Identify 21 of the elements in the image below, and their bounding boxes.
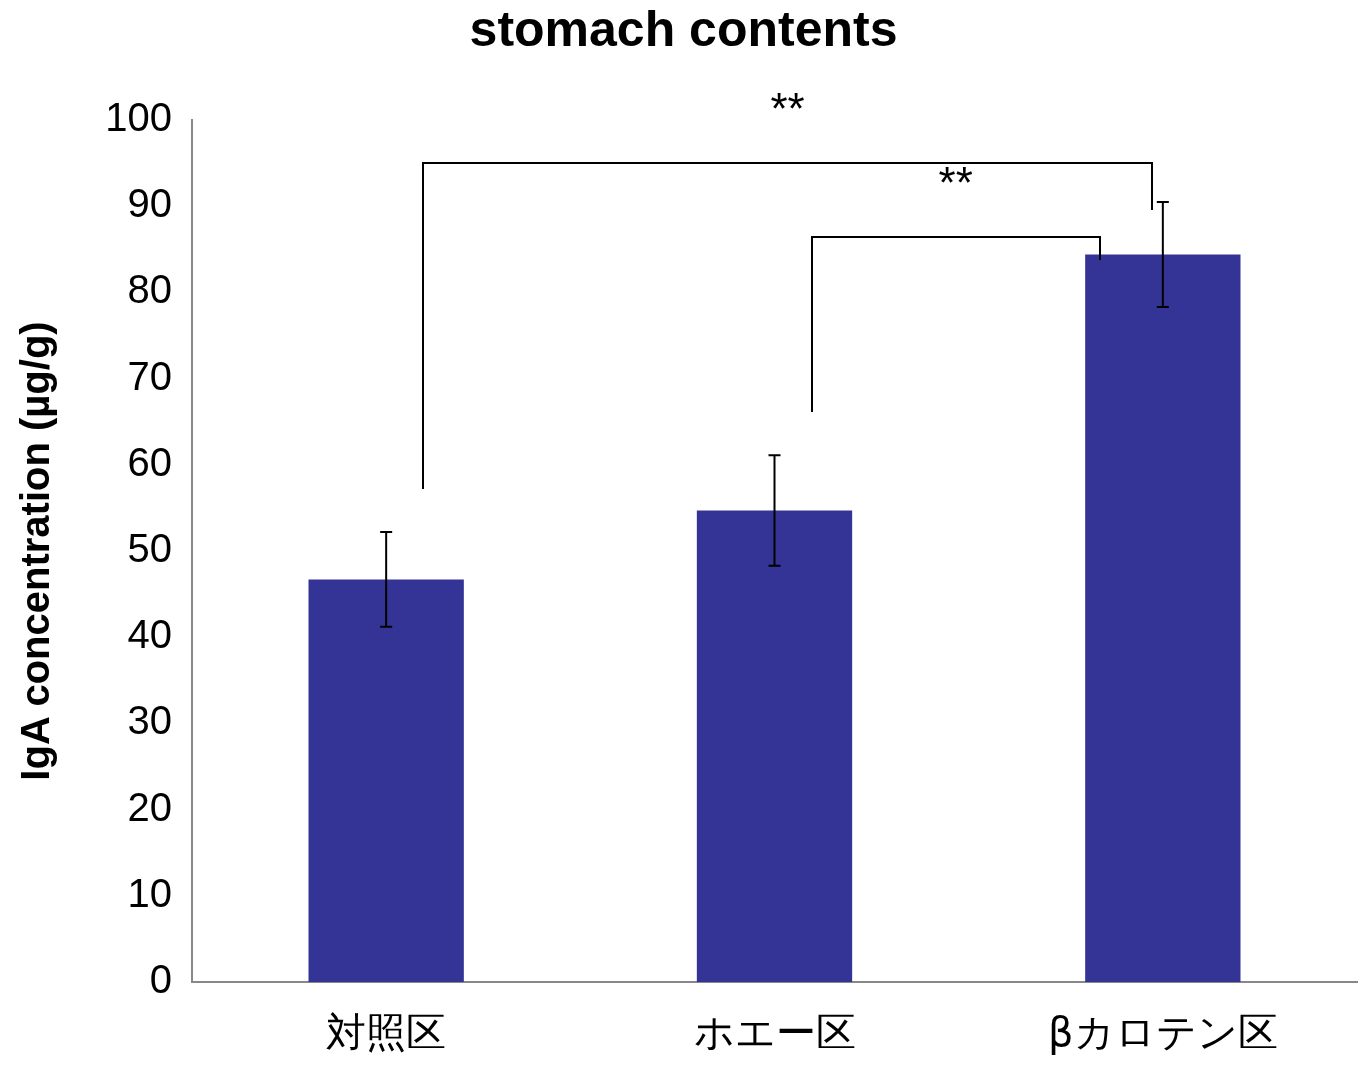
y-tick-label: 50 — [127, 526, 172, 571]
annotation: ** — [770, 84, 805, 134]
y-tick-label: 10 — [127, 870, 172, 915]
x-tick-label: 対照区 — [326, 1009, 447, 1056]
y-tick-label: 20 — [127, 784, 172, 829]
x-tick-label: ホエー区 — [693, 1009, 856, 1056]
y-axis-title: IgA concentration (µg/g) — [13, 321, 58, 781]
y-tick-label: 80 — [127, 267, 172, 312]
y-tick-label: 90 — [127, 181, 172, 226]
bar — [696, 510, 853, 982]
y-tick-label: 40 — [127, 612, 172, 657]
y-tick-label: 60 — [127, 439, 172, 484]
bar — [308, 579, 464, 982]
y-tick-label: 70 — [127, 353, 172, 398]
chart-title: stomach contents — [469, 0, 898, 57]
annotation: ** — [938, 158, 973, 208]
y-tick-label: 30 — [127, 698, 172, 743]
x-tick-label: βカロテン区 — [1048, 1009, 1278, 1056]
y-tick-label: 100 — [105, 95, 172, 140]
y-tick-label: 0 — [149, 957, 172, 1002]
bar — [1085, 254, 1241, 982]
